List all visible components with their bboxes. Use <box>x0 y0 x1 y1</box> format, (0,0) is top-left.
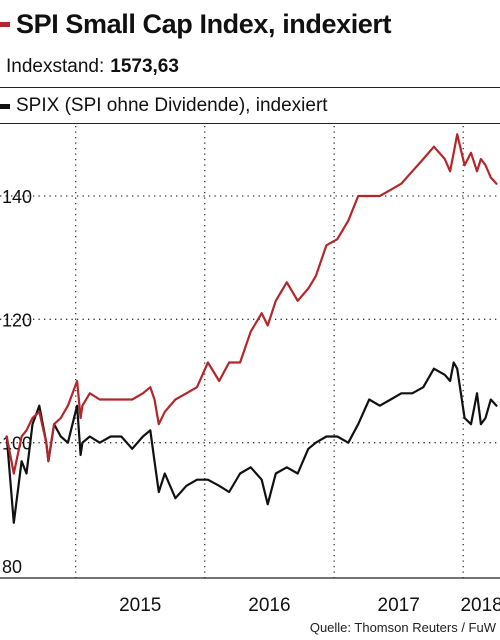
series-1-swatch <box>0 21 10 27</box>
legend-series-1: SPI Small Cap Index, indexiert <box>0 4 392 44</box>
x-tick-label-2018: 2018 <box>460 595 500 616</box>
index-level-label: Indexstand: <box>6 56 105 77</box>
series-line-2 <box>5 361 498 524</box>
y-tick-label-140: 140 <box>2 187 32 207</box>
index-level-value: 1573,63 <box>110 56 179 77</box>
index-level-row: Indexstand: 1573,63 <box>6 56 179 78</box>
source-note: Quelle: Thomson Reuters / FuW <box>309 620 496 635</box>
header-divider <box>0 87 500 88</box>
series-line-1 <box>5 133 498 475</box>
y-tick-label-120: 120 <box>2 310 32 330</box>
legend-divider <box>0 123 500 124</box>
x-tick-label-2017: 2017 <box>378 595 420 616</box>
x-tick-label-2016: 2016 <box>248 595 290 616</box>
legend-series-2: SPIX (SPI ohne Dividende), indexiert <box>0 92 328 120</box>
x-tick-label-2015: 2015 <box>119 595 161 616</box>
y-tick-label-80: 80 <box>2 557 22 577</box>
chart-subtitle: SPIX (SPI ohne Dividende), indexiert <box>16 95 328 116</box>
series-2-swatch <box>0 103 10 109</box>
chart-title: SPI Small Cap Index, indexiert <box>16 8 392 39</box>
